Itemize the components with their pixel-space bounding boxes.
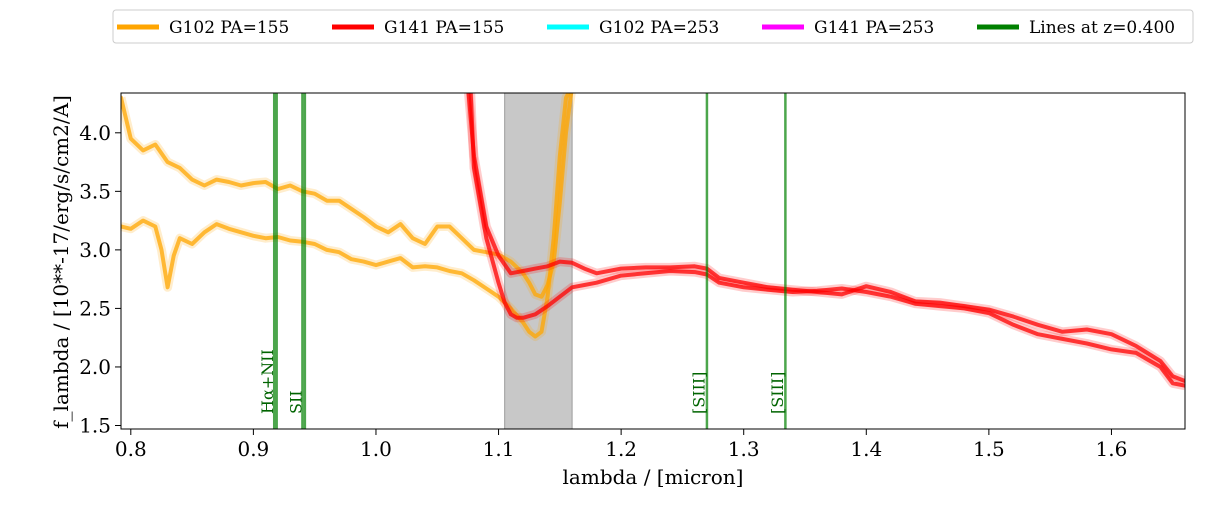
x-tick-label: 1.4 <box>850 437 882 461</box>
y-tick-label: 4.0 <box>79 121 111 145</box>
legend-frame <box>112 9 1194 44</box>
y-tick-label: 3.0 <box>79 238 111 262</box>
x-tick-label: 1.6 <box>1096 437 1128 461</box>
emission-line-label-0: Hα+NII <box>258 349 277 414</box>
x-tick-label: 1.5 <box>973 437 1005 461</box>
legend-label-g102-pa-253: G102 PA=253 <box>599 18 719 38</box>
legend-label-g102-pa-155: G102 PA=155 <box>169 18 289 38</box>
y-axis: 1.5 2.0 2.5 3.0 3.5 4.0 <box>79 121 121 437</box>
x-tick-label: 1.1 <box>483 437 515 461</box>
y-axis-label: f_lambda / [10**-17/erg/s/cm2/A] <box>49 95 73 429</box>
emission-line-label-1: SII <box>286 390 305 414</box>
plot-frame <box>120 92 1186 430</box>
series-line-g141-pa-253 <box>468 93 1185 388</box>
series-line-g102-pa-253 <box>121 93 571 339</box>
legend-label-lines-at-z-0-400: Lines at z=0.400 <box>1029 18 1175 38</box>
legend-label-g141-pa-253: G141 PA=253 <box>814 18 934 38</box>
x-tick-label: 0.9 <box>237 437 269 461</box>
x-tick-label: 0.8 <box>115 437 147 461</box>
legend: G102 PA=155 G141 PA=155 G102 PA=253 G141 PA… <box>112 9 1194 44</box>
series-line-g102-pa-155 <box>121 93 574 299</box>
y-tick-label: 1.5 <box>79 413 111 437</box>
x-axis-label: lambda / [micron] <box>563 465 744 489</box>
emission-line-label-3: [SIII] <box>768 372 787 414</box>
x-tick-label: 1.3 <box>728 437 760 461</box>
series-band-g141-pa-155 <box>463 93 1185 386</box>
series-line-g141-pa-155 <box>466 93 1185 383</box>
x-tick-label: 1.2 <box>605 437 637 461</box>
plot-area: Hα+NII SII [SIII] [SIII] <box>120 92 1186 430</box>
x-tick-label: 1.0 <box>360 437 392 461</box>
y-tick-label: 2.0 <box>79 355 111 379</box>
legend-label-g141-pa-155: G141 PA=155 <box>384 18 504 38</box>
y-tick-label: 3.5 <box>79 179 111 203</box>
y-tick-label: 2.5 <box>79 296 111 320</box>
x-axis: 0.8 0.9 1.0 1.1 1.2 1.3 1.4 1.5 1.6 <box>115 429 1127 461</box>
emission-line-label-2: [SIII] <box>690 372 709 414</box>
